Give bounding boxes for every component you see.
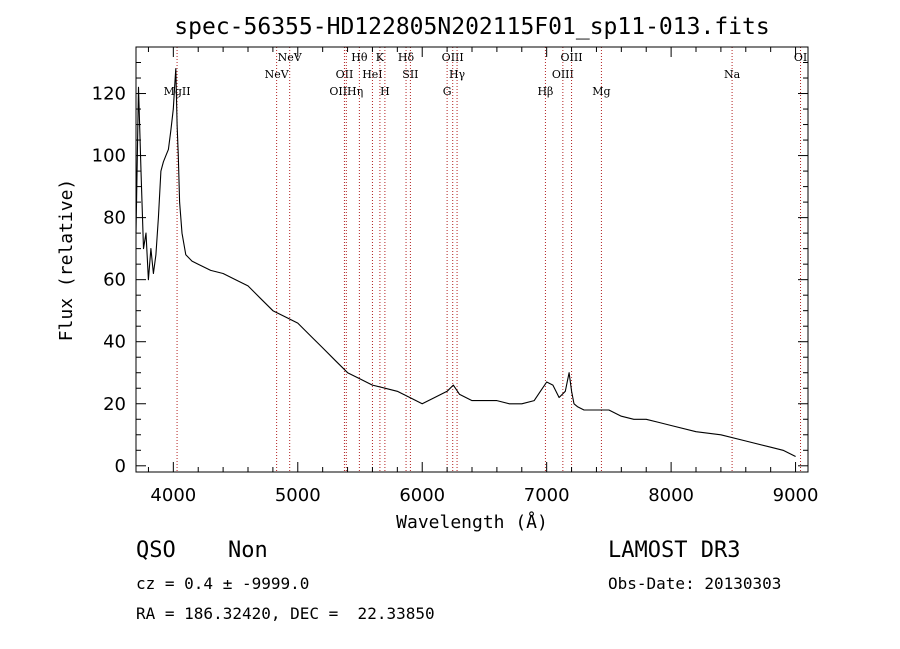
x-tick-label: 9000: [773, 485, 819, 506]
line-label: G: [443, 85, 452, 98]
line-label: OII: [336, 68, 354, 81]
survey-name: LAMOST DR3: [608, 538, 741, 563]
line-label: OIII: [442, 51, 464, 64]
line-label: Mg: [592, 85, 610, 98]
x-tick-label: 4000: [150, 485, 196, 506]
plot-frame: [135, 46, 809, 473]
line-label: OI: [794, 51, 807, 64]
y-tick-label: 0: [115, 456, 126, 477]
y-tick-label: 80: [103, 208, 126, 229]
line-label: SII: [402, 68, 418, 81]
y-tick-label: 60: [103, 270, 126, 291]
spectrum-chart: spec-56355-HD122805N202115F01_sp11-013.f…: [56, 14, 819, 533]
line-label: MgII: [164, 85, 191, 98]
line-label: H: [380, 85, 390, 98]
line-label: OIIHη: [329, 85, 363, 98]
chart-title: spec-56355-HD122805N202115F01_sp11-013.f…: [174, 14, 769, 40]
object-class: QSO: [136, 538, 176, 563]
line-label: Hβ: [537, 85, 553, 98]
x-tick-label: 5000: [275, 485, 321, 506]
y-tick-label: 100: [92, 146, 126, 167]
x-tick-label: 8000: [648, 485, 694, 506]
y-tick-label: 120: [92, 84, 126, 105]
x-axis-label: Wavelength (Å): [396, 511, 548, 533]
line-label: HeI: [362, 68, 382, 81]
line-label: OIII: [552, 68, 574, 81]
spectrum-line: [135, 68, 796, 457]
y-tick-label: 40: [103, 332, 126, 353]
line-label: NeV: [265, 68, 290, 81]
x-tick-label: 6000: [399, 485, 445, 506]
object-subclass: Non: [228, 538, 268, 563]
x-axis: 4000 5000 6000 7000 8000 9000: [147, 47, 819, 506]
y-axis: 0 20 40 60 80 100 120: [92, 62, 808, 477]
line-label: Hγ: [449, 68, 466, 81]
line-label: K: [376, 51, 385, 64]
redshift-info: cz = 0.4 ± -9999.0: [136, 574, 310, 593]
line-markers: MgII NeV NeV OII OIIHη Hθ HeI K H Hδ SII G OIII Hγ Hβ O…: [164, 47, 807, 472]
line-label: Hθ: [351, 51, 368, 64]
x-tick-label: 7000: [524, 485, 570, 506]
line-label: Na: [724, 68, 741, 81]
y-tick-label: 20: [103, 394, 126, 415]
coordinates: RA = 186.32420, DEC = 22.33850: [136, 604, 435, 623]
line-label: OIII: [561, 51, 583, 64]
spectrum-series: [135, 68, 796, 457]
line-label: Hδ: [398, 51, 415, 64]
line-label: NeV: [278, 51, 303, 64]
y-axis-label: Flux (relative): [56, 179, 77, 342]
obs-date: Obs-Date: 20130303: [608, 574, 782, 593]
